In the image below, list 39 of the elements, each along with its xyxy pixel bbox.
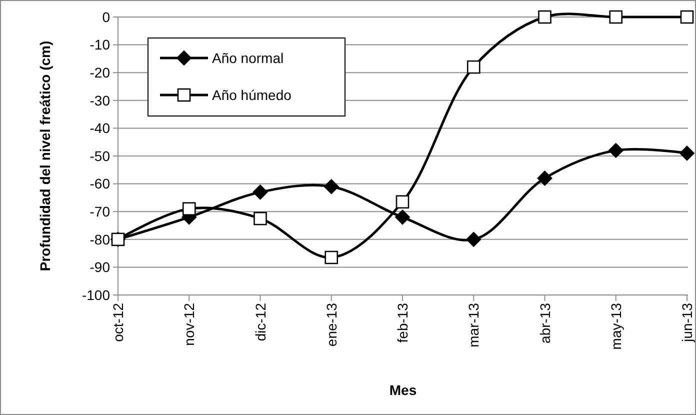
point (396, 195, 410, 209)
point (466, 60, 480, 74)
y-tick-label: -40 (90, 120, 110, 136)
point (466, 232, 482, 247)
y-tick-label: -30 (90, 92, 110, 108)
x-tick-label: ene-13 (323, 302, 340, 347)
y-tick-label: -80 (90, 231, 110, 248)
x-tick-label: abr-13 (536, 302, 553, 344)
point (254, 212, 267, 226)
y-tick-label: -90 (90, 259, 110, 276)
x-tick-label: oct-12 (110, 302, 126, 342)
point (324, 250, 338, 264)
x-tick-label: jun-13 (679, 302, 695, 343)
point (538, 10, 552, 24)
point (680, 10, 694, 24)
point (324, 179, 339, 194)
point (608, 142, 624, 158)
x-tick-label: mar-13 (466, 302, 482, 348)
point (182, 202, 196, 216)
y-tick-label: -70 (90, 204, 110, 220)
point (609, 10, 623, 24)
y-axis-title: Profundidad del nivel freático (cm) (37, 40, 53, 272)
y-tick-label: -50 (90, 148, 110, 164)
x-tick-label: feb-13 (394, 302, 410, 343)
x-tick-label: may-13 (608, 302, 624, 350)
y-tick-label: -60 (90, 176, 110, 192)
y-tick-label: -100 (82, 286, 110, 303)
point (252, 184, 268, 200)
x-axis-title: Mes (389, 382, 417, 398)
y-tick-label: -20 (90, 64, 110, 80)
y-tick-label: -10 (90, 36, 110, 53)
point (680, 146, 694, 161)
x-tick-label: dic-12 (252, 302, 268, 342)
legend-label: Año normal (212, 50, 284, 66)
legend-label: Año húmedo (212, 86, 292, 103)
x-tick-label: nov-12 (181, 302, 198, 346)
point (395, 210, 410, 225)
y-tick-label: 0 (102, 8, 110, 25)
point (537, 170, 552, 186)
